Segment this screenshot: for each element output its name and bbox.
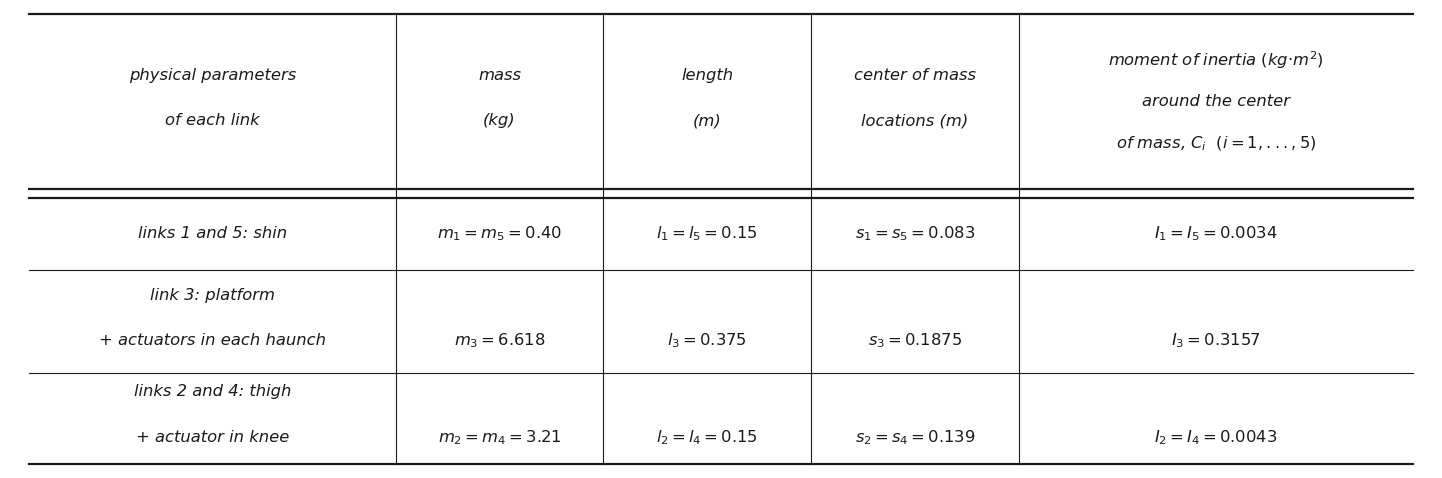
Text: + actuators in each haunch: + actuators in each haunch (98, 333, 326, 348)
Text: $m_3 = 6.618$: $m_3 = 6.618$ (454, 331, 545, 350)
Text: links 2 and 4: thigh: links 2 and 4: thigh (134, 384, 291, 400)
Text: (kg): (kg) (483, 113, 516, 129)
Text: $s_3 = 0.1875$: $s_3 = 0.1875$ (868, 331, 962, 350)
Text: length: length (681, 68, 733, 83)
Text: of mass, $C_i$  $(i = 1, ..., 5)$: of mass, $C_i$ $(i = 1, ..., 5)$ (1116, 135, 1317, 153)
Text: $m_1 = m_5 = 0.40$: $m_1 = m_5 = 0.40$ (437, 225, 562, 243)
Text: $s_1 = s_5 = 0.083$: $s_1 = s_5 = 0.083$ (855, 225, 975, 243)
Text: locations (m): locations (m) (861, 113, 969, 129)
Text: center of mass: center of mass (854, 68, 976, 83)
Text: $I_2 = I_4 = 0.0043$: $I_2 = I_4 = 0.0043$ (1154, 428, 1278, 447)
Text: $l_3 = 0.375$: $l_3 = 0.375$ (668, 331, 747, 350)
Text: $l_2 = l_4 = 0.15$: $l_2 = l_4 = 0.15$ (656, 428, 758, 447)
Text: (m): (m) (692, 113, 721, 129)
Text: + actuator in knee: + actuator in knee (136, 430, 288, 445)
Text: physical parameters: physical parameters (128, 68, 296, 83)
Text: $s_2 = s_4 = 0.139$: $s_2 = s_4 = 0.139$ (855, 428, 975, 447)
Text: $I_1 = I_5 = 0.0034$: $I_1 = I_5 = 0.0034$ (1154, 225, 1278, 243)
Text: $l_1 = l_5 = 0.15$: $l_1 = l_5 = 0.15$ (656, 225, 758, 243)
Text: mass: mass (477, 68, 521, 83)
Text: moment of inertia $(kg{\cdot}m^2)$: moment of inertia $(kg{\cdot}m^2)$ (1107, 49, 1324, 71)
Text: $m_2 = m_4 = 3.21$: $m_2 = m_4 = 3.21$ (438, 428, 561, 447)
Text: around the center: around the center (1142, 94, 1291, 109)
Text: of each link: of each link (164, 113, 260, 129)
Text: $I_3 = 0.3157$: $I_3 = 0.3157$ (1171, 331, 1260, 350)
Text: links 1 and 5: shin: links 1 and 5: shin (137, 227, 287, 241)
Text: link 3: platform: link 3: platform (150, 288, 275, 303)
